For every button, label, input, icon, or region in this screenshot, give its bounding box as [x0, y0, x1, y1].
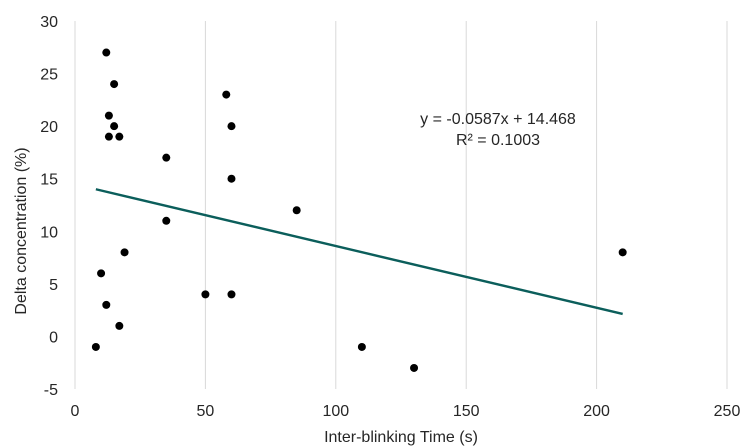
y-tick-label: -5 — [44, 382, 58, 399]
trendline-equation: y = -0.0587x + 14.468 — [420, 111, 576, 128]
y-tick-label: 20 — [40, 119, 58, 136]
data-point — [227, 122, 236, 131]
data-point — [97, 269, 106, 278]
y-tick-labels: -5 0 5 10 15 20 25 30 — [40, 14, 58, 399]
data-point — [162, 216, 171, 225]
data-point — [120, 248, 129, 257]
data-points — [91, 48, 627, 372]
y-axis-title: Delta concentration (%) — [13, 147, 30, 314]
data-point — [110, 80, 119, 89]
data-point — [104, 132, 113, 141]
y-tick-label: 15 — [40, 172, 58, 189]
x-axis-title: Inter-blinking Time (s) — [324, 429, 478, 446]
trendline — [95, 188, 623, 316]
data-point — [102, 48, 111, 57]
data-point — [115, 132, 124, 141]
data-point — [292, 206, 301, 215]
r-squared-label: R² = 0.1003 — [456, 132, 540, 149]
y-tick-label: 5 — [49, 277, 58, 294]
y-tick-label: 25 — [40, 67, 58, 84]
data-point — [410, 363, 419, 372]
data-point — [162, 153, 171, 162]
data-point — [110, 122, 119, 131]
x-tick-label: 50 — [197, 403, 215, 420]
data-point — [115, 321, 124, 330]
data-point — [222, 90, 231, 99]
data-point — [227, 174, 236, 183]
x-tick-label: 200 — [583, 403, 610, 420]
data-point — [618, 248, 627, 257]
x-tick-label: 150 — [453, 403, 480, 420]
x-tick-label: 100 — [322, 403, 349, 420]
data-point — [104, 111, 113, 120]
y-tick-label: 30 — [40, 14, 58, 31]
x-tick-label: 0 — [71, 403, 80, 420]
x-tick-labels: 0 50 100 150 200 250 — [71, 403, 741, 420]
data-point — [91, 342, 100, 351]
vertical-gridlines — [74, 21, 728, 389]
x-tick-label: 250 — [714, 403, 741, 420]
data-point — [227, 290, 236, 299]
data-point — [201, 290, 210, 299]
y-tick-label: 0 — [49, 329, 58, 346]
y-tick-label: 10 — [40, 224, 58, 241]
data-point — [102, 300, 111, 309]
data-point — [357, 342, 366, 351]
